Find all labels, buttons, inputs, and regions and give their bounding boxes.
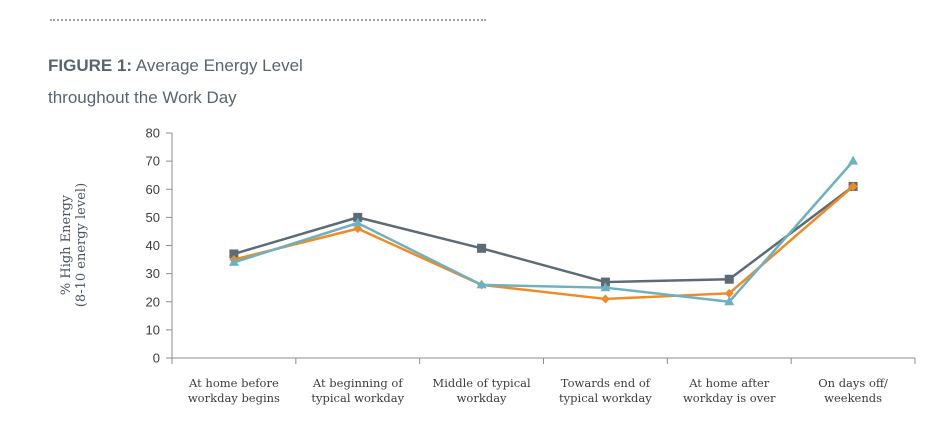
y-tick-label: 60 xyxy=(146,182,160,197)
x-category-label: typical workday xyxy=(559,391,652,405)
y-tick-label: 10 xyxy=(146,322,160,337)
data-point-square xyxy=(353,212,363,222)
x-category-label: On days off/ xyxy=(818,376,888,390)
data-point-square xyxy=(600,277,610,287)
x-category-label: At home before xyxy=(188,376,279,390)
data-point-triangle xyxy=(228,256,239,266)
y-tick-label: 80 xyxy=(146,126,160,141)
y-tick-label: 50 xyxy=(146,210,160,225)
x-category-label: At beginning of xyxy=(312,376,403,390)
data-point-square xyxy=(477,243,487,253)
dotted-divider xyxy=(50,19,486,21)
x-category-label: workday xyxy=(457,391,507,405)
series-line xyxy=(232,185,855,284)
data-point-triangle xyxy=(352,217,363,227)
data-point-diamond xyxy=(724,288,734,298)
y-axis-title-line2: (8-10 energy level) xyxy=(74,183,89,307)
figure-title: FIGURE 1: Average Energy Level throughou… xyxy=(48,50,648,114)
data-point-square xyxy=(724,274,734,284)
data-point-triangle xyxy=(476,279,487,289)
y-axis-title-line1: % High Energy xyxy=(59,194,74,295)
y-tick-label: 70 xyxy=(146,154,160,169)
data-point-diamond xyxy=(848,181,858,191)
series-line xyxy=(232,185,855,301)
series-triangle xyxy=(228,155,859,306)
x-category-label: workday is over xyxy=(683,391,776,405)
data-point-triangle xyxy=(848,155,859,165)
y-tick-label: 30 xyxy=(146,266,160,281)
data-point-square xyxy=(229,249,239,259)
figure-title-line1: Average Energy Level xyxy=(135,56,303,75)
data-point-diamond xyxy=(600,294,610,304)
series-line xyxy=(232,159,855,303)
figure-title-line2: throughout the Work Day xyxy=(48,88,237,107)
x-category-label: At home after xyxy=(688,376,770,390)
data-point-triangle xyxy=(600,282,611,292)
data-point-triangle xyxy=(724,296,735,306)
x-category-label: Middle of typical xyxy=(432,376,531,390)
x-category-label: typical workday xyxy=(311,391,404,405)
figure-label: FIGURE 1: xyxy=(48,56,133,75)
y-axis-title: % High Energy (8-10 energy level) xyxy=(59,183,89,307)
x-category-label: workday begins xyxy=(188,391,280,405)
x-category-label: Towards end of xyxy=(561,376,651,390)
y-tick-label: 0 xyxy=(153,351,160,366)
y-tick-label: 40 xyxy=(146,238,160,253)
x-category-label: weekends xyxy=(824,391,882,405)
y-tick-label: 20 xyxy=(146,294,160,309)
